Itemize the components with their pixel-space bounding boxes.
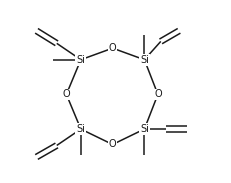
Text: O: O (154, 89, 162, 99)
Text: Si: Si (140, 55, 149, 65)
Text: O: O (109, 139, 116, 150)
Text: Si: Si (76, 124, 85, 134)
Text: O: O (63, 89, 70, 99)
Text: Si: Si (76, 55, 85, 65)
Text: O: O (109, 43, 116, 53)
Text: Si: Si (140, 124, 149, 134)
